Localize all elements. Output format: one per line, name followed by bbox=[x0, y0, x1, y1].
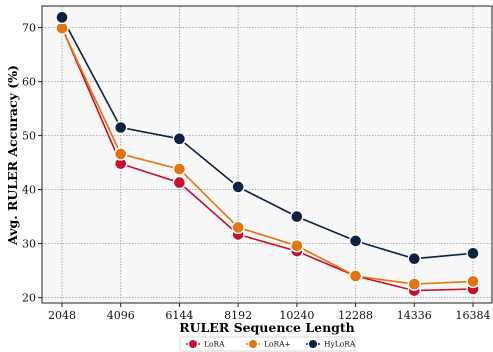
data-point-lora- bbox=[290, 239, 304, 253]
data-point-hylora bbox=[466, 246, 480, 261]
x-tick-label: 16384 bbox=[456, 309, 491, 322]
data-point-hylora bbox=[114, 120, 128, 135]
data-point-hylora bbox=[172, 132, 187, 146]
legend-label-lora-: LoRA+ bbox=[264, 340, 291, 349]
legend-marker-lora bbox=[188, 339, 198, 349]
y-tick-label: 40 bbox=[22, 184, 36, 197]
series-line-lora- bbox=[61, 27, 474, 285]
y-axis-title: Avg. RULER Accuracy (%) bbox=[5, 65, 20, 246]
y-axis-ticks: 20 30 40 50 60 70 bbox=[22, 22, 42, 305]
x-tick-label: 14336 bbox=[397, 309, 432, 322]
legend-marker-hylora bbox=[308, 339, 318, 349]
x-tick-label: 12288 bbox=[338, 309, 373, 322]
legend: LoRA LoRA+ HyLoRA bbox=[179, 336, 356, 352]
series-line-hylora bbox=[61, 16, 474, 260]
x-tick-label: 10240 bbox=[279, 309, 314, 322]
legend-label-lora: LoRA bbox=[204, 340, 225, 349]
legend-marker-lora- bbox=[248, 339, 258, 349]
grid bbox=[42, 6, 492, 303]
data-point-hylora bbox=[231, 180, 245, 194]
y-tick-label: 50 bbox=[22, 130, 36, 143]
data-point-lora- bbox=[231, 220, 245, 235]
y-tick-label: 20 bbox=[22, 292, 36, 305]
data-point-lora- bbox=[348, 269, 363, 283]
data-point-lora- bbox=[407, 277, 421, 291]
series-line-lora bbox=[61, 27, 474, 292]
data-point-lora- bbox=[466, 274, 480, 289]
y-tick-label: 30 bbox=[22, 238, 36, 251]
y-tick-label: 70 bbox=[22, 22, 36, 35]
data-point-hylora bbox=[290, 209, 304, 224]
x-tick-label: 6144 bbox=[165, 309, 193, 322]
data-point-lora- bbox=[172, 162, 187, 176]
x-tick-label: 4096 bbox=[107, 309, 135, 322]
x-tick-label: 2048 bbox=[48, 309, 76, 322]
data-point-hylora bbox=[407, 252, 421, 266]
series-points bbox=[55, 10, 480, 298]
x-axis-ticks: 2048 4096 6144 8192 10240 12288 14336 16384 bbox=[48, 303, 491, 322]
x-axis-title: RULER Sequence Length bbox=[179, 320, 355, 335]
data-point-lora bbox=[172, 175, 187, 190]
data-point-hylora bbox=[55, 10, 69, 25]
data-point-hylora bbox=[348, 234, 363, 248]
data-point-lora- bbox=[114, 147, 128, 161]
series-lines bbox=[61, 16, 474, 292]
x-tick-label: 8192 bbox=[224, 309, 252, 322]
plot-frame bbox=[41, 5, 493, 304]
legend-label-hylora: HyLoRA bbox=[324, 340, 356, 349]
y-tick-label: 60 bbox=[22, 76, 36, 89]
